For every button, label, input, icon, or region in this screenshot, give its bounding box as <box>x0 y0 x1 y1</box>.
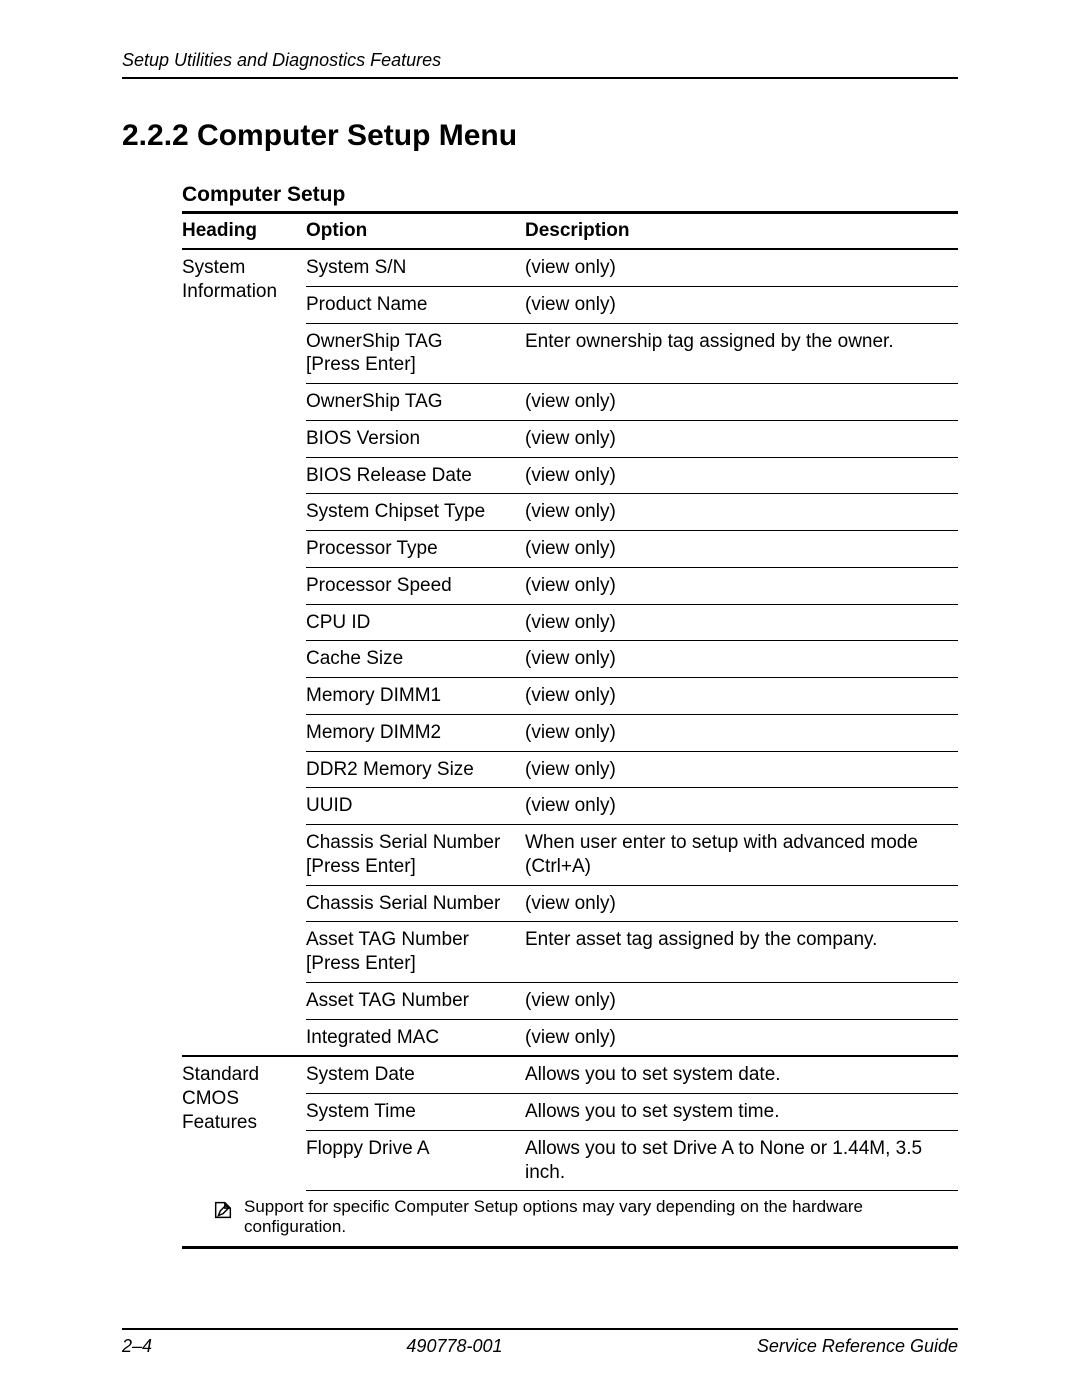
description-cell: Enter ownership tag assigned by the owne… <box>525 323 958 384</box>
table-row: System InformationSystem S/N(view only) <box>182 249 958 286</box>
description-cell: (view only) <box>525 457 958 494</box>
option-cell: OwnerShip TAG[Press Enter] <box>306 323 525 384</box>
description-cell: When user enter to setup with advanced m… <box>525 825 958 886</box>
description-cell: (view only) <box>525 494 958 531</box>
col-header-description: Description <box>525 213 958 250</box>
option-cell: System Chipset Type <box>306 494 525 531</box>
table-body: System InformationSystem S/N(view only)P… <box>182 249 958 1248</box>
option-cell: Chassis Serial Number[Press Enter] <box>306 825 525 886</box>
heading-cell: Standard CMOS Features <box>182 1057 306 1191</box>
description-cell: (view only) <box>525 751 958 788</box>
option-cell: CPU ID <box>306 604 525 641</box>
description-cell: Allows you to set Drive A to None or 1.4… <box>525 1130 958 1191</box>
option-cell: Integrated MAC <box>306 1019 525 1056</box>
col-header-heading: Heading <box>182 213 306 250</box>
option-cell: DDR2 Memory Size <box>306 751 525 788</box>
footnote-row: Support for specific Computer Setup opti… <box>182 1191 958 1248</box>
section-title: 2.2.2 Computer Setup Menu <box>122 119 958 153</box>
description-cell: (view only) <box>525 885 958 922</box>
description-cell: (view only) <box>525 286 958 323</box>
option-cell: Cache Size <box>306 641 525 678</box>
footnote: Support for specific Computer Setup opti… <box>182 1197 958 1236</box>
option-cell: System S/N <box>306 249 525 286</box>
page-footer: 2–4 490778-001 Service Reference Guide <box>122 1268 958 1357</box>
heading-cell: System Information <box>182 249 306 1056</box>
table-row: Standard CMOS FeaturesSystem DateAllows … <box>182 1057 958 1093</box>
table-header-row: Heading Option Description <box>182 213 958 250</box>
description-cell: Allows you to set system time. <box>525 1094 958 1131</box>
description-cell: (view only) <box>525 1019 958 1056</box>
description-cell: (view only) <box>525 567 958 604</box>
option-cell: System Time <box>306 1094 525 1131</box>
option-cell: OwnerShip TAG <box>306 384 525 421</box>
description-cell: (view only) <box>525 788 958 825</box>
option-cell: Asset TAG Number <box>306 982 525 1019</box>
col-header-option: Option <box>306 213 525 250</box>
footer-guide-title: Service Reference Guide <box>757 1336 958 1357</box>
description-cell: (view only) <box>525 678 958 715</box>
computer-setup-table: Heading Option Description System Inform… <box>182 211 958 1249</box>
footer-line: 2–4 490778-001 Service Reference Guide <box>122 1328 958 1357</box>
description-cell: (view only) <box>525 714 958 751</box>
table-title: Computer Setup <box>182 183 958 211</box>
option-cell: Processor Speed <box>306 567 525 604</box>
setup-table-block: Computer Setup Heading Option Descriptio… <box>182 183 958 1249</box>
option-cell: BIOS Release Date <box>306 457 525 494</box>
running-head: Setup Utilities and Diagnostics Features <box>122 50 958 79</box>
description-cell: (view only) <box>525 420 958 457</box>
description-cell: (view only) <box>525 641 958 678</box>
option-cell: Product Name <box>306 286 525 323</box>
option-cell: Floppy Drive A <box>306 1130 525 1191</box>
footer-page-number: 2–4 <box>122 1336 152 1357</box>
description-cell: (view only) <box>525 249 958 286</box>
option-cell: Asset TAG Number[Press Enter] <box>306 922 525 983</box>
note-icon <box>212 1197 234 1226</box>
footnote-text: Support for specific Computer Setup opti… <box>244 1197 948 1236</box>
page: Setup Utilities and Diagnostics Features… <box>0 0 1080 1397</box>
option-cell: Chassis Serial Number <box>306 885 525 922</box>
description-cell: Allows you to set system date. <box>525 1057 958 1093</box>
footer-doc-number: 490778-001 <box>406 1336 502 1357</box>
description-cell: (view only) <box>525 982 958 1019</box>
option-cell: System Date <box>306 1057 525 1093</box>
description-cell: (view only) <box>525 531 958 568</box>
description-cell: (view only) <box>525 604 958 641</box>
option-cell: BIOS Version <box>306 420 525 457</box>
option-cell: Processor Type <box>306 531 525 568</box>
option-cell: Memory DIMM1 <box>306 678 525 715</box>
description-cell: (view only) <box>525 384 958 421</box>
option-cell: UUID <box>306 788 525 825</box>
description-cell: Enter asset tag assigned by the company. <box>525 922 958 983</box>
option-cell: Memory DIMM2 <box>306 714 525 751</box>
